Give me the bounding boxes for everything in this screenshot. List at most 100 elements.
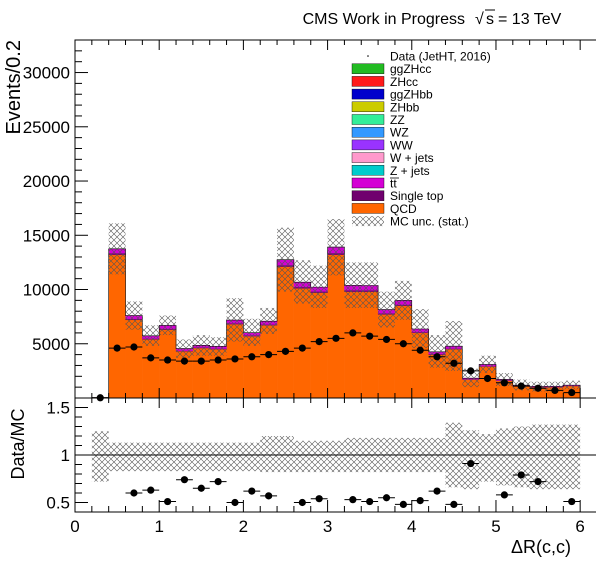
bar-qcd-14 xyxy=(327,254,345,399)
mc-unc-band-15 xyxy=(344,262,362,308)
ratio-unc-band-24 xyxy=(495,428,513,486)
data-point-1 xyxy=(108,344,126,352)
mc-unc-band-23 xyxy=(479,355,496,374)
legend-entry-2: ZHcc xyxy=(351,75,418,89)
mc-unc-band-7 xyxy=(209,337,227,356)
mc-unc-band-5 xyxy=(176,339,193,358)
legend-label: ZZ xyxy=(390,113,405,127)
legend-entry-7: WW xyxy=(351,138,413,152)
ratio-point-1 xyxy=(142,486,160,494)
ratio-unc-band-22 xyxy=(462,430,480,490)
data-point-13 xyxy=(310,337,328,346)
ratio-unc-band-25 xyxy=(512,426,530,488)
bar-qcd-2 xyxy=(125,319,143,399)
legend: Data (JetHT, 2016)ggZHccZHccggZHbbZHbbZZ… xyxy=(351,50,491,229)
ratio-point-15 xyxy=(411,497,429,505)
x-tick-label: 6 xyxy=(575,517,584,536)
x-tick-label: 0 xyxy=(70,517,79,536)
ratio-point-14 xyxy=(394,500,412,508)
legend-label: Data (JetHT, 2016) xyxy=(390,50,491,64)
data-point-24 xyxy=(495,379,513,387)
legend-entry-9: Z + jets xyxy=(351,164,430,178)
ratio-point-16 xyxy=(428,487,446,495)
mc-unc-band-14 xyxy=(327,219,345,276)
x-axis-label: ΔR(c,c) xyxy=(511,537,571,557)
ratio-uncertainty-band xyxy=(91,422,581,490)
mc-unc-band-3 xyxy=(142,325,160,346)
legend-label: W + jets xyxy=(390,151,434,165)
data-point-6 xyxy=(192,357,210,365)
legend-entry-8: W + jets xyxy=(351,151,434,165)
ratio-unc-band-11 xyxy=(277,436,294,473)
legend-label: MC unc. (stat.) xyxy=(390,215,469,229)
ratio-point-21 xyxy=(529,478,547,486)
main-y-tick-label: 10000 xyxy=(23,281,70,300)
ratio-y-axis: 0.5 1 1.5 xyxy=(46,397,88,513)
ratio-unc-band-23 xyxy=(479,434,496,482)
data-point-2 xyxy=(125,343,143,351)
mc-unc-band-11 xyxy=(277,227,294,292)
data-points xyxy=(91,329,581,402)
ratio-unc-band-8 xyxy=(226,442,244,472)
mc-unc-band-27 xyxy=(546,381,564,392)
ratio-y-tick-label: 0.5 xyxy=(46,494,70,513)
ratio-points xyxy=(125,459,581,508)
bar-qcd-10 xyxy=(260,325,278,399)
data-point-10 xyxy=(260,351,278,359)
mc-unc-band-28 xyxy=(563,380,581,390)
ratio-point-5 xyxy=(209,478,227,486)
data-point-4 xyxy=(159,356,177,364)
legend-entry-12: QCD xyxy=(351,202,417,216)
ratio-unc-band-7 xyxy=(209,442,227,472)
ratio-point-3 xyxy=(176,476,193,484)
ratio-point-6 xyxy=(226,498,244,507)
legend-entry-1: ggZHcc xyxy=(351,62,431,76)
main-y-tick-label: 20000 xyxy=(23,172,70,191)
main-y-axis: 5000 10000 15000 20000 25000 30000 xyxy=(23,39,581,398)
x-tick-label: 4 xyxy=(407,517,416,536)
data-point-3 xyxy=(142,354,160,362)
ratio-point-18 xyxy=(462,459,480,468)
bar-qcd-13 xyxy=(310,292,328,399)
chart-header: CMS Work in Progress √ s = 13 TeV xyxy=(303,9,562,28)
ratio-x-axis: 0 1 2 3 4 5 6 xyxy=(70,398,585,536)
ratio-unc-band-0 xyxy=(91,431,109,482)
ratio-unc-band-4 xyxy=(159,442,177,472)
mc-unc-band-13 xyxy=(310,265,328,308)
legend-label: ZHcc xyxy=(390,75,418,89)
legend-entry-6: WZ xyxy=(351,126,409,140)
data-point-16 xyxy=(361,332,379,340)
data-point-8 xyxy=(226,355,244,363)
data-point-28 xyxy=(563,388,581,397)
ratio-point-9 xyxy=(293,498,311,507)
ratio-point-13 xyxy=(378,494,395,502)
data-point-20 xyxy=(428,353,446,361)
energy-label: = 13 TeV xyxy=(498,11,562,28)
data-point-26 xyxy=(529,384,547,392)
data-point-15 xyxy=(344,329,362,337)
main-y-tick-label: 25000 xyxy=(23,118,70,137)
ratio-point-12 xyxy=(361,497,379,506)
main-y-tick-label: 5000 xyxy=(32,335,70,354)
ratio-panel: 0.5 1 1.5 0 1 2 3 4 5 6 Data/MC ΔR(c,c) xyxy=(8,397,596,557)
legend-label: WW xyxy=(390,138,413,152)
ratio-point-0 xyxy=(125,489,143,497)
ratio-unc-band-27 xyxy=(546,424,564,490)
ratio-unc-band-28 xyxy=(563,424,581,490)
ratio-y-axis-label: Data/MC xyxy=(8,408,28,479)
bar-qcd-1 xyxy=(108,254,126,399)
ratio-point-7 xyxy=(243,487,261,495)
ratio-unc-band-1 xyxy=(108,442,126,472)
legend-entry-10: tt xyxy=(351,177,399,191)
mc-unc-band-19 xyxy=(411,309,429,349)
mc-unc-band-22 xyxy=(462,368,480,388)
mc-unc-band-21 xyxy=(445,320,463,371)
data-point-11 xyxy=(277,347,294,355)
x-tick-label: 5 xyxy=(491,517,500,536)
data-point-22 xyxy=(462,367,480,375)
ratio-unc-band-14 xyxy=(327,440,345,473)
legend-entry-0: Data (JetHT, 2016) xyxy=(367,50,491,64)
data-point-7 xyxy=(209,356,227,364)
x-tick-label: 3 xyxy=(323,517,332,536)
